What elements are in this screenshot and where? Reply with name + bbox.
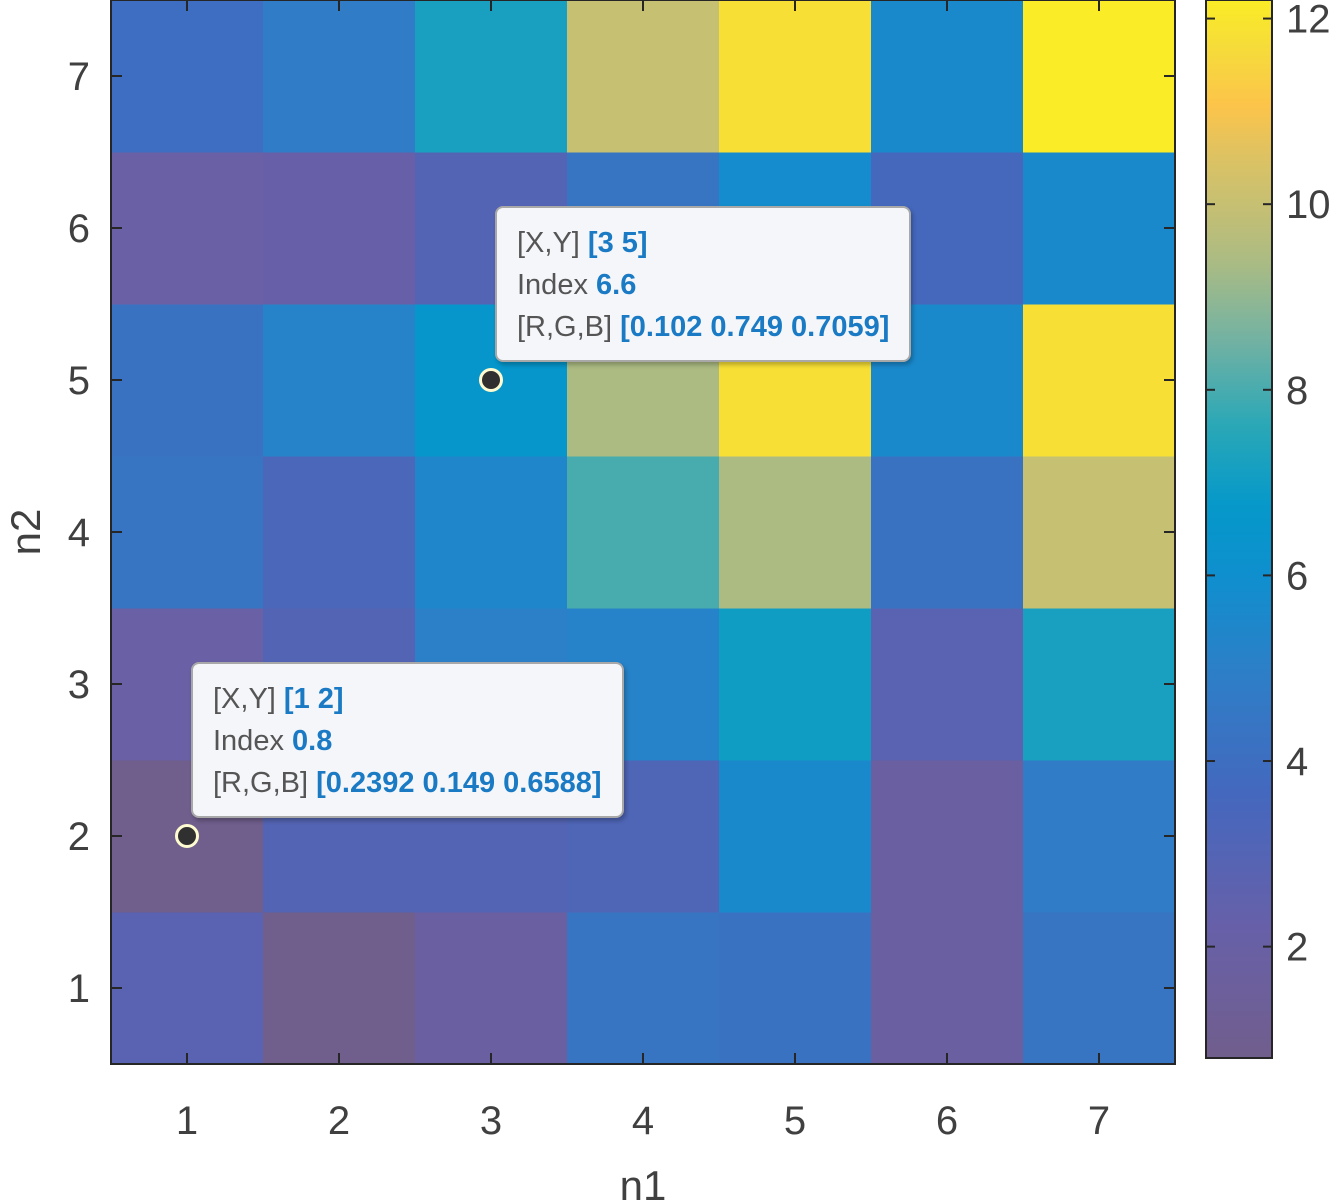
datatip-marker[interactable] <box>175 824 199 848</box>
heatmap-cell <box>263 0 416 153</box>
heatmap-cell <box>111 304 264 457</box>
heatmap-cell <box>415 912 568 1065</box>
heatmap-cell <box>719 912 872 1065</box>
heatmap-cell <box>567 456 720 609</box>
y-tick-label: 3 <box>68 663 90 707</box>
heatmap-cell <box>111 912 264 1065</box>
y-tick-label: 4 <box>68 511 90 555</box>
heatmap-cell <box>415 456 568 609</box>
heatmap-cell <box>719 456 872 609</box>
datatip-value: [1 2] <box>283 683 344 715</box>
datatip-row-index: Index 6.6 <box>517 264 889 306</box>
heatmap-cells <box>111 0 1176 1065</box>
heatmap-cell <box>871 456 1024 609</box>
heatmap-cell <box>263 912 416 1065</box>
colorbar-tick-label: 2 <box>1286 926 1308 970</box>
heatmap-cell <box>263 152 416 305</box>
datatip-value: [0.2392 0.149 0.6588] <box>316 767 602 799</box>
heatmap-cell <box>1023 152 1176 305</box>
x-tick-label: 4 <box>632 1099 654 1143</box>
colorbar <box>1205 0 1273 1059</box>
heatmap-cell <box>111 456 264 609</box>
datatip-label: [R,G,B] <box>517 311 613 343</box>
datatip-label: Index <box>517 269 588 301</box>
datatip[interactable]: [X,Y] [3 5] Index 6.6 [R,G,B] [0.102 0.7… <box>495 206 912 362</box>
heatmap-cell <box>567 0 720 153</box>
datatip-row-index: Index 0.8 <box>213 720 602 762</box>
colorbar-tick-label: 6 <box>1286 554 1308 598</box>
heatmap-cell <box>111 0 264 153</box>
datatip-label: [X,Y] <box>213 683 276 715</box>
heatmap-cell <box>871 760 1024 913</box>
y-tick-label: 5 <box>68 359 90 403</box>
x-tick-label: 3 <box>480 1099 502 1143</box>
datatip-row-xy: [X,Y] [1 2] <box>213 678 602 720</box>
x-tick-labels: 1 2 3 4 5 6 7 <box>176 1099 1110 1143</box>
heatmap-cell <box>1023 760 1176 913</box>
colorbar-ticks <box>1206 17 1272 948</box>
x-tick-label: 5 <box>784 1099 806 1143</box>
colorbar-tick-label: 4 <box>1286 740 1308 784</box>
x-tick-label: 1 <box>176 1099 198 1143</box>
heatmap-cell <box>1023 456 1176 609</box>
colorbar-tick-label: 10 <box>1286 183 1331 227</box>
heatmap-cell <box>263 456 416 609</box>
axis-ticks <box>111 0 1175 1064</box>
datatip-row-xy: [X,Y] [3 5] <box>517 222 889 264</box>
datatip-row-rgb: [R,G,B] [0.102 0.749 0.7059] <box>517 306 889 348</box>
x-axis-label: n1 <box>620 1162 667 1204</box>
colorbar-tick-labels: 2 4 6 8 10 12 <box>1286 0 1331 970</box>
heatmap-cell <box>719 760 872 913</box>
datatip-value: 0.8 <box>292 725 333 757</box>
datatip[interactable]: [X,Y] [1 2] Index 0.8 [R,G,B] [0.2392 0.… <box>191 662 624 818</box>
heatmap-cell <box>263 304 416 457</box>
datatip-label: [X,Y] <box>517 227 580 259</box>
y-tick-label: 6 <box>68 207 90 251</box>
datatip-label: Index <box>213 725 284 757</box>
datatip-value: [0.102 0.749 0.7059] <box>620 311 890 343</box>
heatmap-cell <box>567 912 720 1065</box>
y-tick-label: 7 <box>68 55 90 99</box>
datatip-row-rgb: [R,G,B] [0.2392 0.149 0.6588] <box>213 762 602 804</box>
heatmap-cell <box>1023 912 1176 1065</box>
heatmap-cell <box>1023 608 1176 761</box>
heatmap-cell <box>1023 0 1176 153</box>
x-tick-label: 2 <box>328 1099 350 1143</box>
y-axis-label: n2 <box>2 509 49 556</box>
x-tick-label: 7 <box>1088 1099 1110 1143</box>
heatmap-cell <box>871 912 1024 1065</box>
heatmap-cell <box>871 0 1024 153</box>
y-tick-labels: 1 2 3 4 5 6 7 <box>68 55 90 1011</box>
heatmap-cell <box>719 0 872 153</box>
colorbar-tick-label: 8 <box>1286 369 1308 413</box>
heatmap-cell <box>111 152 264 305</box>
colorbar-tick-label: 12 <box>1286 0 1331 42</box>
heatmap-cell <box>871 608 1024 761</box>
datatip-value: [3 5] <box>587 227 648 259</box>
datatip-value: 6.6 <box>596 269 637 301</box>
heatmap-cell <box>415 0 568 153</box>
y-tick-label: 1 <box>68 967 90 1011</box>
y-tick-label: 2 <box>68 815 90 859</box>
x-tick-label: 6 <box>936 1099 958 1143</box>
heatmap-cell <box>719 608 872 761</box>
datatip-marker[interactable] <box>479 368 503 392</box>
heatmap-cell <box>1023 304 1176 457</box>
datatip-label: [R,G,B] <box>213 767 309 799</box>
